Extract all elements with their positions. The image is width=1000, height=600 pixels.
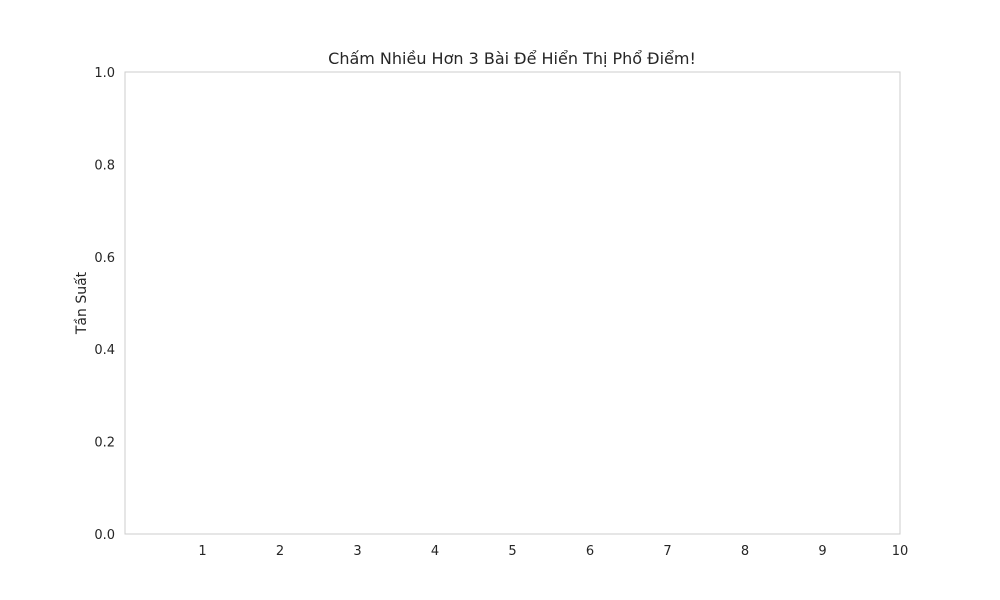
y-tick-label: 0.8 xyxy=(94,158,115,173)
x-tick-label: 10 xyxy=(892,544,909,559)
x-tick-label: 6 xyxy=(586,544,594,559)
y-tick-label: 0.6 xyxy=(94,251,115,266)
x-axis-ticks: 1 2 3 4 5 6 7 8 9 10 xyxy=(198,544,908,559)
x-tick-label: 3 xyxy=(353,544,361,559)
x-tick-label: 8 xyxy=(741,544,749,559)
y-axis-label: Tần Suất xyxy=(74,271,90,335)
x-tick-label: 9 xyxy=(818,544,826,559)
y-tick-label: 0.0 xyxy=(94,528,115,543)
y-tick-label: 0.2 xyxy=(94,436,115,451)
y-tick-label: 1.0 xyxy=(94,66,115,81)
x-tick-label: 7 xyxy=(663,544,671,559)
y-axis-ticks: 0.0 0.2 0.4 0.6 0.8 1.0 xyxy=(94,66,115,543)
y-tick-label: 0.4 xyxy=(94,343,115,358)
x-tick-label: 1 xyxy=(198,544,206,559)
x-tick-label: 5 xyxy=(508,544,516,559)
x-tick-label: 2 xyxy=(276,544,284,559)
plot-area-frame xyxy=(124,71,901,535)
chart-title: Chấm Nhiều Hơn 3 Bài Để Hiển Thị Phổ Điể… xyxy=(328,49,696,68)
x-tick-label: 4 xyxy=(431,544,439,559)
